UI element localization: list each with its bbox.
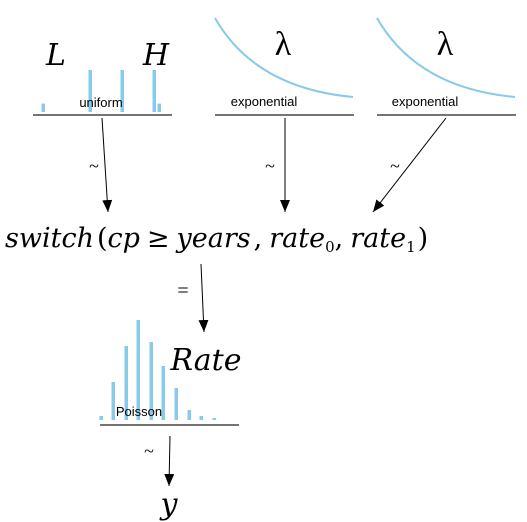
poisson-bar-3 [124, 346, 128, 420]
uniform-bar-4 [152, 70, 156, 112]
exponential-node-2: λ exponential [376, 17, 516, 116]
poisson-dist-label: Poisson [116, 404, 162, 419]
expr-func: switch [5, 223, 94, 254]
poisson-bar-10 [212, 418, 216, 420]
expr-sub-1: 1 [406, 238, 416, 256]
exponential-dist-label-2: exponential [392, 94, 459, 109]
expr-years: years [176, 223, 251, 254]
switch-expression: switch (cp ≥ years, rate0, rate1) [5, 223, 428, 256]
tilde-exponential-2: ~ [390, 156, 400, 176]
uniform-bar-5 [157, 103, 161, 112]
tilde-uniform: ~ [89, 156, 99, 176]
poisson-bar-8 [187, 410, 191, 420]
uniform-node: L H uniform [33, 38, 172, 116]
uniform-param-left: L [45, 38, 66, 73]
poisson-bar-7 [174, 388, 178, 420]
expr-lparen: ( [97, 223, 108, 254]
poisson-node: Rate Poisson [99, 320, 242, 426]
poisson-bar-1 [99, 416, 103, 420]
poisson-bar-9 [199, 416, 203, 420]
exponential-curve-1 [214, 17, 354, 98]
poisson-param: Rate [170, 343, 242, 378]
arrow-poisson-to-y [164, 435, 175, 487]
uniform-bar-3 [120, 70, 124, 112]
exponential-curve-2 [376, 17, 516, 98]
exponential-dist-label-1: exponential [231, 94, 298, 109]
expr-rparen: ) [418, 223, 429, 254]
arrow-exponential2-to-switch [372, 117, 447, 213]
expr-comma-1: , [254, 223, 263, 254]
y-variable: y [159, 487, 179, 522]
arrow-uniform-to-switch [101, 117, 113, 213]
poisson-bars [99, 320, 216, 420]
uniform-bar-2 [88, 70, 92, 112]
expr-op: ≥ [147, 223, 170, 254]
uniform-bar-1 [41, 103, 45, 112]
equals-sign: = [177, 280, 188, 302]
uniform-bars [41, 70, 161, 112]
uniform-dist-label: uniform [79, 95, 122, 110]
poisson-bar-2 [111, 382, 115, 420]
expr-sub-0: 0 [325, 238, 335, 256]
exponential-param-1: λ [275, 26, 292, 63]
poisson-bar-4 [136, 320, 140, 420]
tilde-exponential-1: ~ [265, 156, 275, 176]
expr-comma-2: , [335, 223, 344, 254]
expr-var: cp [108, 223, 140, 254]
uniform-param-right: H [142, 38, 170, 73]
poisson-bar-5 [149, 342, 153, 420]
tilde-poisson: ~ [144, 441, 154, 461]
exponential-param-2: λ [437, 26, 454, 63]
expr-rate-0: rate [269, 223, 325, 254]
exponential-node-1: λ exponential [214, 17, 354, 116]
poisson-bar-6 [161, 366, 165, 420]
arrow-switch-to-poisson [198, 263, 209, 333]
expr-rate-1: rate [350, 223, 406, 254]
